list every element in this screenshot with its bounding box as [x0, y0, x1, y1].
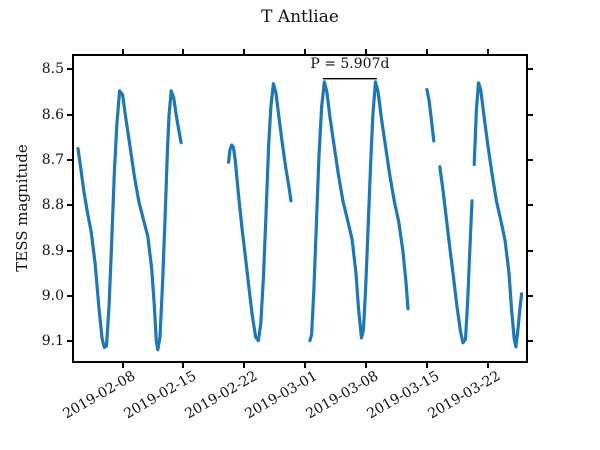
x-tick-top — [486, 49, 489, 54]
light-curve-segment — [308, 80, 410, 343]
y-tick-label: 8.5 — [41, 61, 64, 78]
x-tick-top — [425, 49, 428, 54]
x-tick-top — [182, 49, 185, 54]
light-curve-svg — [76, 78, 524, 352]
x-tick-bottom — [182, 363, 185, 368]
x-tick-top — [304, 49, 307, 54]
y-tick-right — [528, 113, 533, 116]
x-tick-top — [243, 49, 246, 54]
y-tick-label: 8.6 — [41, 106, 64, 123]
x-tick-bottom — [425, 363, 428, 368]
period-annotation: P = 5.907d — [310, 56, 390, 72]
x-tick-bottom — [121, 363, 124, 368]
y-tick-right — [528, 204, 533, 207]
y-tick-right — [528, 295, 533, 298]
x-tick-top — [121, 49, 124, 54]
y-tick-left — [67, 340, 72, 343]
y-tick-left — [67, 249, 72, 252]
y-tick-right — [528, 158, 533, 161]
plot-area — [72, 54, 528, 363]
light-curve-segment — [438, 165, 474, 345]
y-tick-left — [67, 295, 72, 298]
light-curve-segment — [425, 87, 436, 143]
y-tick-label: 9.0 — [41, 288, 64, 305]
y-tick-right — [528, 340, 533, 343]
y-tick-right — [528, 249, 533, 252]
y-tick-left — [67, 158, 72, 161]
y-tick-left — [67, 113, 72, 116]
x-tick-top — [364, 49, 367, 54]
y-tick-label: 8.9 — [41, 242, 64, 259]
chart-title: T Antliae — [261, 7, 339, 27]
y-tick-left — [67, 68, 72, 71]
x-tick-bottom — [304, 363, 307, 368]
y-tick-label: 8.7 — [41, 151, 64, 168]
y-tick-right — [528, 68, 533, 71]
y-tick-label: 8.8 — [41, 197, 64, 214]
y-tick-left — [67, 204, 72, 207]
x-tick-bottom — [243, 363, 246, 368]
light-curve-segment — [76, 89, 183, 352]
light-curve-segment — [472, 81, 524, 349]
y-tick-label: 9.1 — [41, 333, 64, 350]
x-tick-bottom — [364, 363, 367, 368]
light-curve-segment — [227, 82, 293, 343]
x-tick-bottom — [486, 363, 489, 368]
